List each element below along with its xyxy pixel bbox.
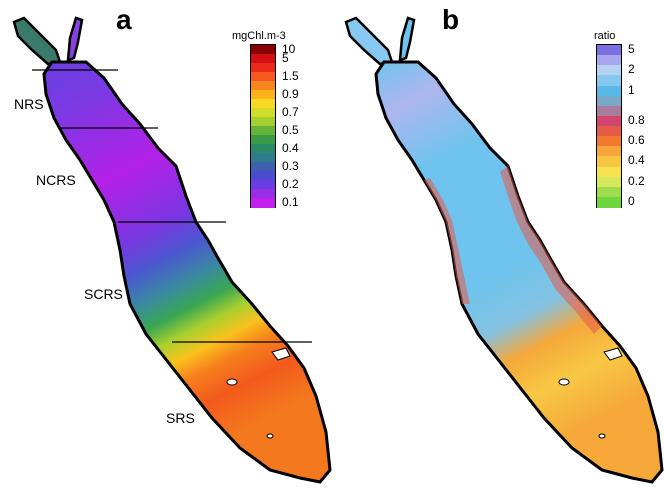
island-a-1 xyxy=(271,347,291,361)
legend-label: 10 xyxy=(282,41,296,56)
legend-swatch xyxy=(597,85,621,97)
legend-swatch xyxy=(251,171,275,181)
legend-label: 0.3 xyxy=(282,158,299,173)
legend-swatch xyxy=(597,105,621,117)
legend-swatch xyxy=(251,45,275,55)
legend-swatch xyxy=(251,117,275,127)
panel-letter-a: a xyxy=(116,4,132,35)
island-a-2 xyxy=(226,378,238,386)
legend-label: 0.1 xyxy=(282,194,299,209)
legend-label: 2 xyxy=(628,62,635,77)
red-sea-body-b xyxy=(374,60,664,484)
region-label-nrs: NRS xyxy=(14,96,44,112)
legend-swatch xyxy=(597,55,621,66)
legend-swatch xyxy=(597,136,621,147)
legend-label: 0.2 xyxy=(628,173,645,188)
coastal-band-west-b xyxy=(424,178,470,304)
legend-swatch xyxy=(597,146,621,157)
coastal-band-east-b xyxy=(500,166,602,334)
panel-letter-b: b xyxy=(442,4,460,35)
legend-label: 0.5 xyxy=(282,122,299,137)
legend-swatch xyxy=(251,63,275,73)
legend-swatch xyxy=(251,153,275,163)
legend-swatch xyxy=(597,65,621,76)
legend-label: 0.8 xyxy=(628,112,645,127)
legend-swatch xyxy=(597,156,621,167)
panel-a: a mgChl.m-3 NRS NCRS SCRS SRS 10 5 1.5 0.9 0… xyxy=(12,4,332,484)
legend-swatch xyxy=(597,186,621,198)
panel-b: b ratio 5 2 1 0.8 0.6 0.4 0.2 0 xyxy=(332,0,664,488)
region-label-srs: SRS xyxy=(166,410,195,426)
legend-swatch xyxy=(251,162,275,172)
legend-label: 1 xyxy=(628,82,635,97)
map-b xyxy=(344,16,664,484)
legend-label: 0.6 xyxy=(628,133,645,148)
legend-swatch xyxy=(251,144,275,154)
legend-bar-a xyxy=(250,44,276,208)
legend-swatch xyxy=(251,81,275,91)
region-label-scrs: SCRS xyxy=(84,286,123,302)
gulf-of-suez-b xyxy=(344,16,394,66)
legend-swatch xyxy=(251,189,275,199)
legend-label: 0.4 xyxy=(628,153,645,168)
legend-swatch xyxy=(251,198,275,208)
legend-swatch xyxy=(597,75,621,86)
legend-swatch xyxy=(597,126,621,137)
legend-label: 0.9 xyxy=(282,86,299,101)
legend-label: 1.5 xyxy=(282,68,299,83)
legend-swatch xyxy=(251,72,275,82)
legend-swatch xyxy=(597,166,621,178)
legend-bar-b xyxy=(596,44,622,208)
legend-swatch xyxy=(251,54,275,64)
region-label-ncrs: NCRS xyxy=(36,172,76,188)
legend-swatch xyxy=(251,108,275,118)
legend-title-b: ratio xyxy=(594,30,616,42)
island-b-2 xyxy=(558,378,570,386)
legend-label: 5 xyxy=(282,50,289,65)
island-b-3 xyxy=(598,433,606,439)
legend-swatch xyxy=(597,45,621,56)
legend-label: 5 xyxy=(628,42,635,57)
legend-swatch xyxy=(251,180,275,190)
island-a-3 xyxy=(266,433,274,439)
legend-swatch xyxy=(597,95,621,107)
legend-title-a: mgChl.m-3 xyxy=(232,30,286,42)
legend-swatch xyxy=(251,90,275,100)
legend-label: 0 xyxy=(628,193,635,208)
red-sea-body-a xyxy=(42,60,332,484)
legend-swatch xyxy=(251,135,275,145)
map-a xyxy=(12,16,332,484)
gulf-of-suez-a xyxy=(12,16,62,66)
gulf-of-aqaba-b xyxy=(398,16,416,62)
legend-label: 0.2 xyxy=(282,176,299,191)
gulf-of-aqaba-a xyxy=(66,16,84,62)
legend-swatch xyxy=(251,126,275,136)
legend-swatch xyxy=(251,99,275,109)
legend-swatch xyxy=(597,115,621,127)
legend-swatch xyxy=(597,196,621,208)
legend-label: 0.4 xyxy=(282,140,299,155)
legend-label: 0.7 xyxy=(282,104,299,119)
island-b-1 xyxy=(603,347,623,361)
legend-swatch xyxy=(597,176,621,188)
